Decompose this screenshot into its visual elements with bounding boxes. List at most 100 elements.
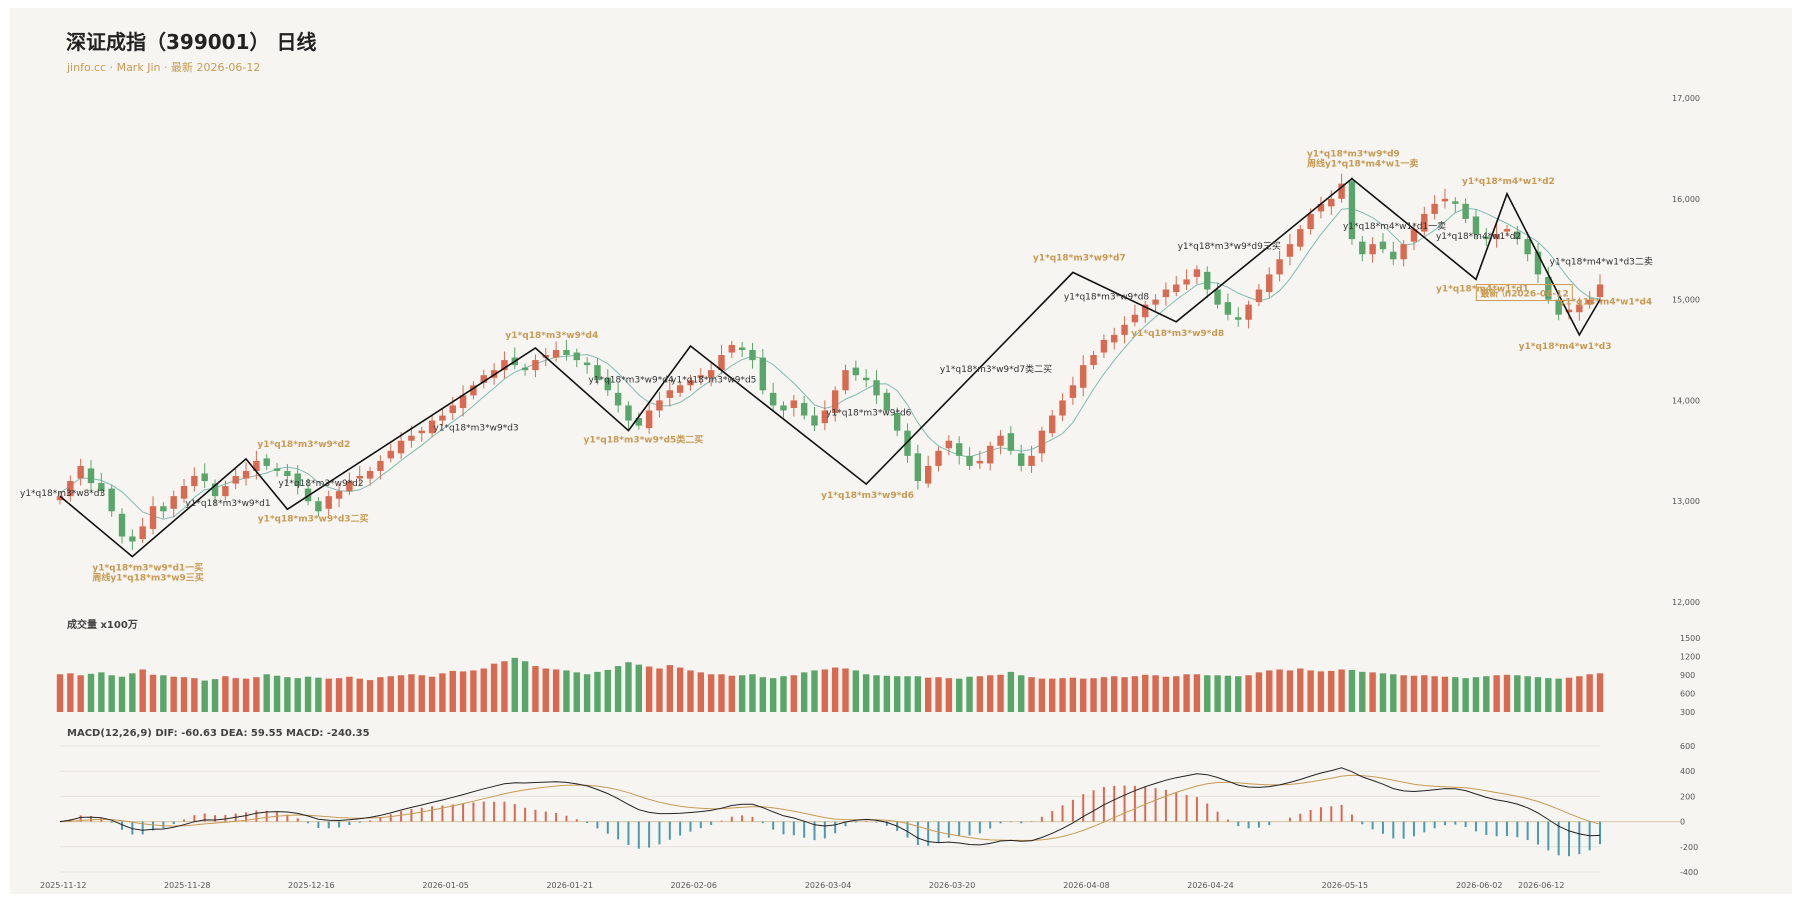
macd-bar <box>803 821 806 838</box>
macd-bar <box>348 821 351 826</box>
volume-bar <box>1431 676 1438 712</box>
macd-bar <box>834 821 837 834</box>
candle <box>563 350 570 356</box>
candle <box>1369 244 1376 255</box>
zigzag-label: y1*q18*m3*w9*d5类二买 <box>583 434 703 446</box>
volume-bar <box>1555 678 1562 712</box>
volume-bar <box>1193 674 1201 712</box>
ma-line <box>59 207 1601 520</box>
x-tick-label: 2026-06-12 <box>1518 881 1565 890</box>
volume-bar <box>139 669 146 712</box>
volume-bar <box>1359 671 1366 712</box>
macd-bar <box>761 821 764 824</box>
volume-bar <box>325 678 332 712</box>
volume-bar <box>1534 677 1542 712</box>
volume-bar <box>1204 675 1211 712</box>
macd-bar <box>1175 792 1178 822</box>
candle <box>1493 234 1500 240</box>
macd-bar <box>1237 821 1240 827</box>
candle <box>1328 198 1335 207</box>
macd-tick-label: 200 <box>1680 792 1695 801</box>
candle <box>1514 231 1521 240</box>
candle <box>1276 259 1283 275</box>
candle <box>449 405 456 413</box>
zigzag-label: y1*q18*m3*w9*d1一买 <box>92 563 203 574</box>
macd-bar <box>482 801 485 822</box>
volume-bar <box>511 657 518 712</box>
volume-bar <box>1049 678 1056 712</box>
macd-bar <box>245 812 248 822</box>
macd-bar <box>1599 821 1601 845</box>
volume-bar <box>532 666 539 712</box>
candle <box>1307 213 1314 230</box>
volume-bar <box>1121 677 1128 712</box>
volume-bar <box>232 678 239 712</box>
volume-bar <box>1441 676 1449 712</box>
volume-bar <box>1524 676 1531 712</box>
volume-bar <box>914 676 922 712</box>
volume-bar <box>1472 677 1480 712</box>
macd-bar <box>1340 804 1343 822</box>
volume-bar <box>1224 675 1232 712</box>
macd-bar <box>1082 794 1085 822</box>
macd-bar <box>544 811 547 822</box>
candle <box>842 370 849 391</box>
zigzag-label: 周线y1*q18*m4*w1一卖 <box>1307 158 1418 170</box>
macd-bar <box>1299 813 1302 822</box>
candle <box>604 377 611 391</box>
volume-bar <box>1255 672 1263 712</box>
candle <box>676 385 684 393</box>
macd-bar <box>854 821 857 823</box>
macd-bar <box>1195 797 1198 822</box>
macd-bar <box>307 821 310 824</box>
macd-bar <box>338 821 341 828</box>
macd-bar <box>327 821 330 829</box>
zigzag-label: y1*q18*m4*w1*d2 <box>1462 177 1555 187</box>
volume-bar <box>1338 669 1345 712</box>
candle <box>170 496 177 509</box>
x-tick-label: 2026-05-15 <box>1322 881 1369 890</box>
candle <box>56 496 64 501</box>
volume-bar <box>645 666 653 712</box>
volume-bar <box>1514 675 1521 712</box>
candle <box>707 370 715 378</box>
candle <box>1297 229 1304 247</box>
macd-bar <box>1330 806 1333 822</box>
candle <box>180 486 188 499</box>
volume-bar <box>118 676 126 712</box>
zigzag-label: y1*q18*m3*w9*d6 <box>821 491 914 501</box>
macd-bar <box>999 821 1002 824</box>
candle <box>118 513 126 537</box>
macd-bar <box>534 809 537 822</box>
volume-bar <box>1018 675 1025 712</box>
macd-bar <box>276 812 279 822</box>
candle <box>769 392 777 406</box>
volume-bar <box>408 674 415 712</box>
zigzag-line <box>59 177 1601 558</box>
macd-bar <box>555 812 558 822</box>
candle <box>656 400 663 411</box>
volume-bar <box>180 677 188 712</box>
macd-bar <box>668 821 671 840</box>
volume-bar <box>1152 675 1159 712</box>
volume-bar <box>769 678 777 712</box>
candle <box>862 377 870 381</box>
macd-tick-label: -200 <box>1680 843 1698 852</box>
macd-bar <box>1268 821 1271 826</box>
volume-bar <box>284 677 291 712</box>
candle <box>1059 400 1066 416</box>
volume-bar <box>1565 677 1573 712</box>
zigzag-label: y1*q18*m3*w9*d2 <box>257 440 350 450</box>
volume-tick-label: 900 <box>1680 671 1695 680</box>
latest-marker-label: 最新 \n2026-06-12 <box>1480 288 1568 300</box>
volume-bar <box>201 680 208 712</box>
candle <box>1069 385 1077 398</box>
zigzag-label: y1*q18*m3*w9*d9三买 <box>1178 241 1281 252</box>
candle <box>800 402 808 416</box>
volume-bar <box>935 677 942 712</box>
macd-bar <box>823 821 826 839</box>
macd-bar <box>689 821 692 832</box>
candle <box>521 367 529 371</box>
macd-bar <box>524 807 527 822</box>
